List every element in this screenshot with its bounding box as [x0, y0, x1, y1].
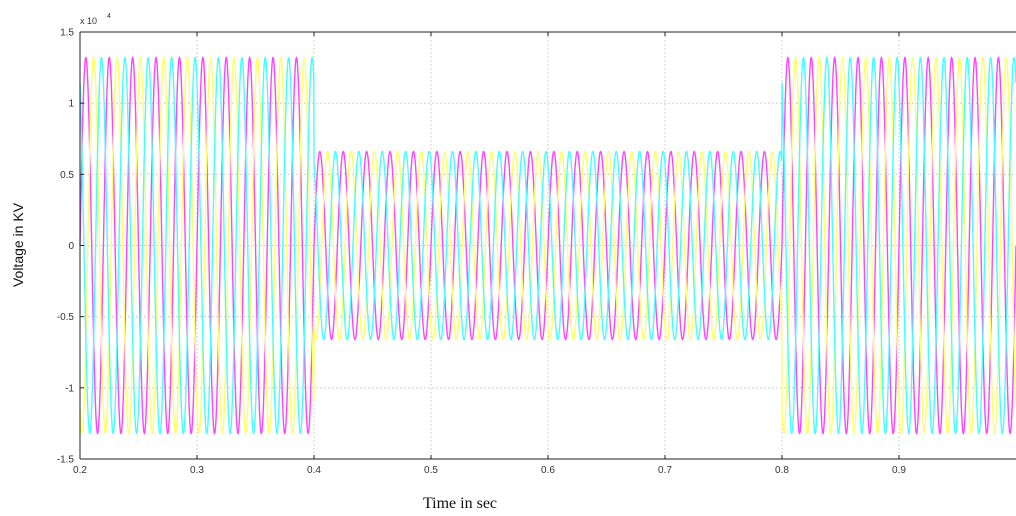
x-tick-label: 0.9 [892, 465, 906, 476]
x-tick-label: 0.7 [658, 465, 672, 476]
series-line-2 [79, 56, 1016, 435]
x-tick-label: 0.4 [307, 465, 321, 476]
series-line-1 [79, 56, 1016, 435]
x-tick-label: 0.6 [541, 465, 555, 476]
y-axis-label: Voltage in KV [10, 202, 26, 287]
y-tick-label: -1 [65, 383, 74, 394]
x-tick-label: 0.2 [73, 465, 87, 476]
series-group [79, 56, 1016, 435]
y-tick-label: 0.5 [60, 170, 74, 181]
y-tick-label: 1 [68, 99, 74, 110]
tick-labels: 0.2 0.3 0.4 0.5 0.6 0.7 0.8 0.9 1.5 1 0.5 0 -0.5 -1 -1… [57, 28, 907, 477]
axes [79, 31, 1016, 460]
x-axis-label: Time in sec [423, 495, 497, 512]
y-tick-label: 1.5 [60, 28, 74, 39]
y-tick-label: 0 [68, 241, 74, 252]
series-line-3 [79, 56, 1016, 435]
y-tick-label: -1.5 [57, 455, 75, 466]
y-exponent-power: 4 [107, 13, 111, 20]
x-tick-label: 0.5 [424, 465, 438, 476]
x-tick-label: 0.8 [775, 465, 789, 476]
x-tick-label: 0.3 [190, 465, 204, 476]
y-exponent-label: x 10 [80, 16, 97, 26]
y-tick-label: -0.5 [57, 312, 75, 323]
